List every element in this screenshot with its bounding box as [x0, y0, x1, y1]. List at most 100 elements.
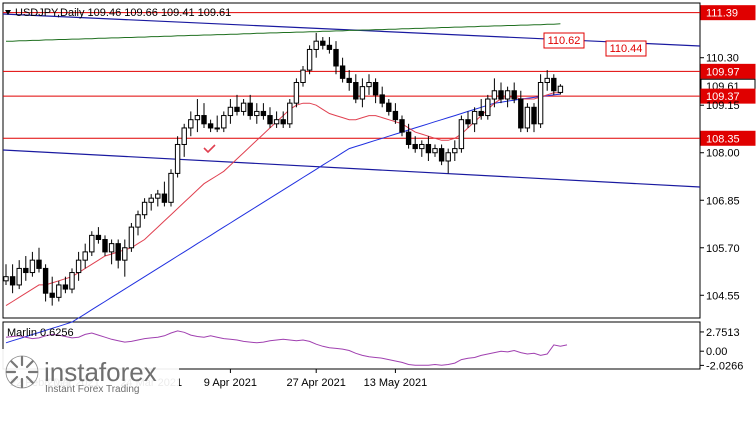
- candle-body-bullish: [108, 243, 115, 253]
- candle: [386, 99, 392, 116]
- candle-body-bullish: [188, 119, 194, 129]
- marlin-oscillator-line: [5, 330, 568, 366]
- horizontal-levels[interactable]: [3, 12, 700, 139]
- candle: [181, 123, 187, 157]
- candle-body-bearish: [399, 119, 405, 133]
- candle-body-bearish: [438, 148, 445, 162]
- candle-body-bearish: [465, 119, 471, 125]
- candle-body-bearish: [161, 193, 168, 203]
- candle: [89, 231, 95, 257]
- candle-body-bullish: [141, 201, 148, 216]
- candle-body-bearish: [339, 65, 346, 79]
- candle: [419, 140, 425, 157]
- indicator-tick-label: 2.7513: [706, 327, 740, 339]
- instaforex-logo: instaforex Instant Forex Trading: [0, 349, 179, 422]
- indicator-tick-label: -2.0266: [706, 360, 743, 372]
- candle: [49, 276, 55, 306]
- candle-body-bullish: [366, 82, 372, 88]
- level-label-110-62-text: 110.62: [548, 35, 581, 47]
- candle: [504, 86, 511, 108]
- candle-body-bearish: [353, 82, 359, 100]
- candle-body-bullish: [491, 90, 498, 100]
- candle: [412, 136, 418, 153]
- candle: [320, 37, 326, 50]
- price-tick-label: 109.15: [706, 100, 740, 112]
- level-label-110-44: 110.44: [605, 40, 647, 57]
- candle-body-bullish: [359, 86, 366, 100]
- candle: [313, 32, 319, 58]
- price-tick-label: 108.00: [706, 148, 740, 160]
- candle-body-bullish: [504, 90, 511, 100]
- candle-body-bullish: [221, 115, 227, 129]
- candle-body-bullish: [16, 267, 22, 286]
- candle-body-bullish: [168, 172, 174, 203]
- candle-body-bearish: [478, 110, 484, 117]
- candle: [135, 210, 141, 236]
- candle: [405, 123, 412, 149]
- candle: [161, 181, 168, 207]
- candle-body-bullish: [148, 197, 154, 203]
- candle-body-bullish: [122, 247, 128, 261]
- candle-body-bullish: [69, 272, 75, 290]
- candle-body-bearish: [392, 110, 399, 121]
- candle: [95, 227, 102, 244]
- symbol-header: USDJPY,Daily 109.46 109.66 109.41 109.61: [15, 7, 231, 19]
- candle-body-bearish: [511, 90, 517, 100]
- candle: [339, 57, 346, 83]
- candle-body-bearish: [115, 243, 121, 261]
- level-label-110-44-text: 110.44: [610, 43, 643, 55]
- candle-body-bullish: [313, 40, 319, 50]
- candle: [485, 94, 491, 120]
- lower-trend-line[interactable]: [2, 149, 701, 188]
- candle-body-bullish: [557, 85, 564, 93]
- candle-body-bearish: [247, 102, 253, 117]
- indicator-tick-label: 0.00: [706, 346, 727, 358]
- candle: [115, 239, 121, 269]
- ma-slow-line: [5, 93, 561, 344]
- candle: [128, 222, 135, 252]
- candle: [458, 115, 465, 153]
- candle: [62, 276, 69, 294]
- candle: [102, 235, 108, 257]
- candle-body-bearish: [531, 106, 537, 125]
- candle: [82, 243, 88, 269]
- candle: [531, 103, 537, 133]
- candle: [122, 239, 128, 277]
- candle-body-bearish: [498, 90, 504, 100]
- candle-body-bullish: [254, 110, 260, 117]
- candle-body-bullish: [240, 102, 247, 112]
- candle: [557, 84, 564, 95]
- price-tick-label: 110.30: [706, 53, 739, 65]
- candle: [240, 99, 247, 116]
- marlin-indicator: [5, 330, 568, 366]
- price-panel-frame: [2, 2, 701, 319]
- candle-body-bearish: [333, 48, 339, 67]
- candle: [260, 103, 267, 120]
- candle: [372, 78, 379, 104]
- candle: [9, 264, 16, 294]
- candle-body-bullish: [419, 143, 425, 150]
- candle-body-bullish: [3, 276, 9, 282]
- candle-body-bullish: [445, 152, 451, 162]
- candle-body-bearish: [102, 239, 108, 253]
- candle-body-bearish: [49, 292, 55, 298]
- candle-body-bearish: [551, 77, 557, 92]
- candle-body-bullish: [544, 77, 550, 84]
- candle-body-bearish: [280, 119, 286, 125]
- candle: [56, 280, 62, 302]
- candle-body-bearish: [412, 143, 418, 150]
- candle-body-bearish: [379, 94, 385, 104]
- candle: [174, 136, 181, 178]
- instaforex-tagline: Instant Forex Trading: [45, 384, 140, 395]
- ma-long-line: [6, 23, 561, 42]
- candle: [518, 90, 524, 133]
- candle-body-bullish: [287, 102, 293, 125]
- dropdown-triangle-icon[interactable]: [5, 10, 11, 15]
- candle: [392, 103, 399, 124]
- candle: [471, 107, 478, 133]
- price-tick-label: 106.85: [706, 195, 740, 207]
- candle: [148, 194, 154, 211]
- candle: [465, 111, 471, 128]
- candle-body-bearish: [36, 259, 42, 269]
